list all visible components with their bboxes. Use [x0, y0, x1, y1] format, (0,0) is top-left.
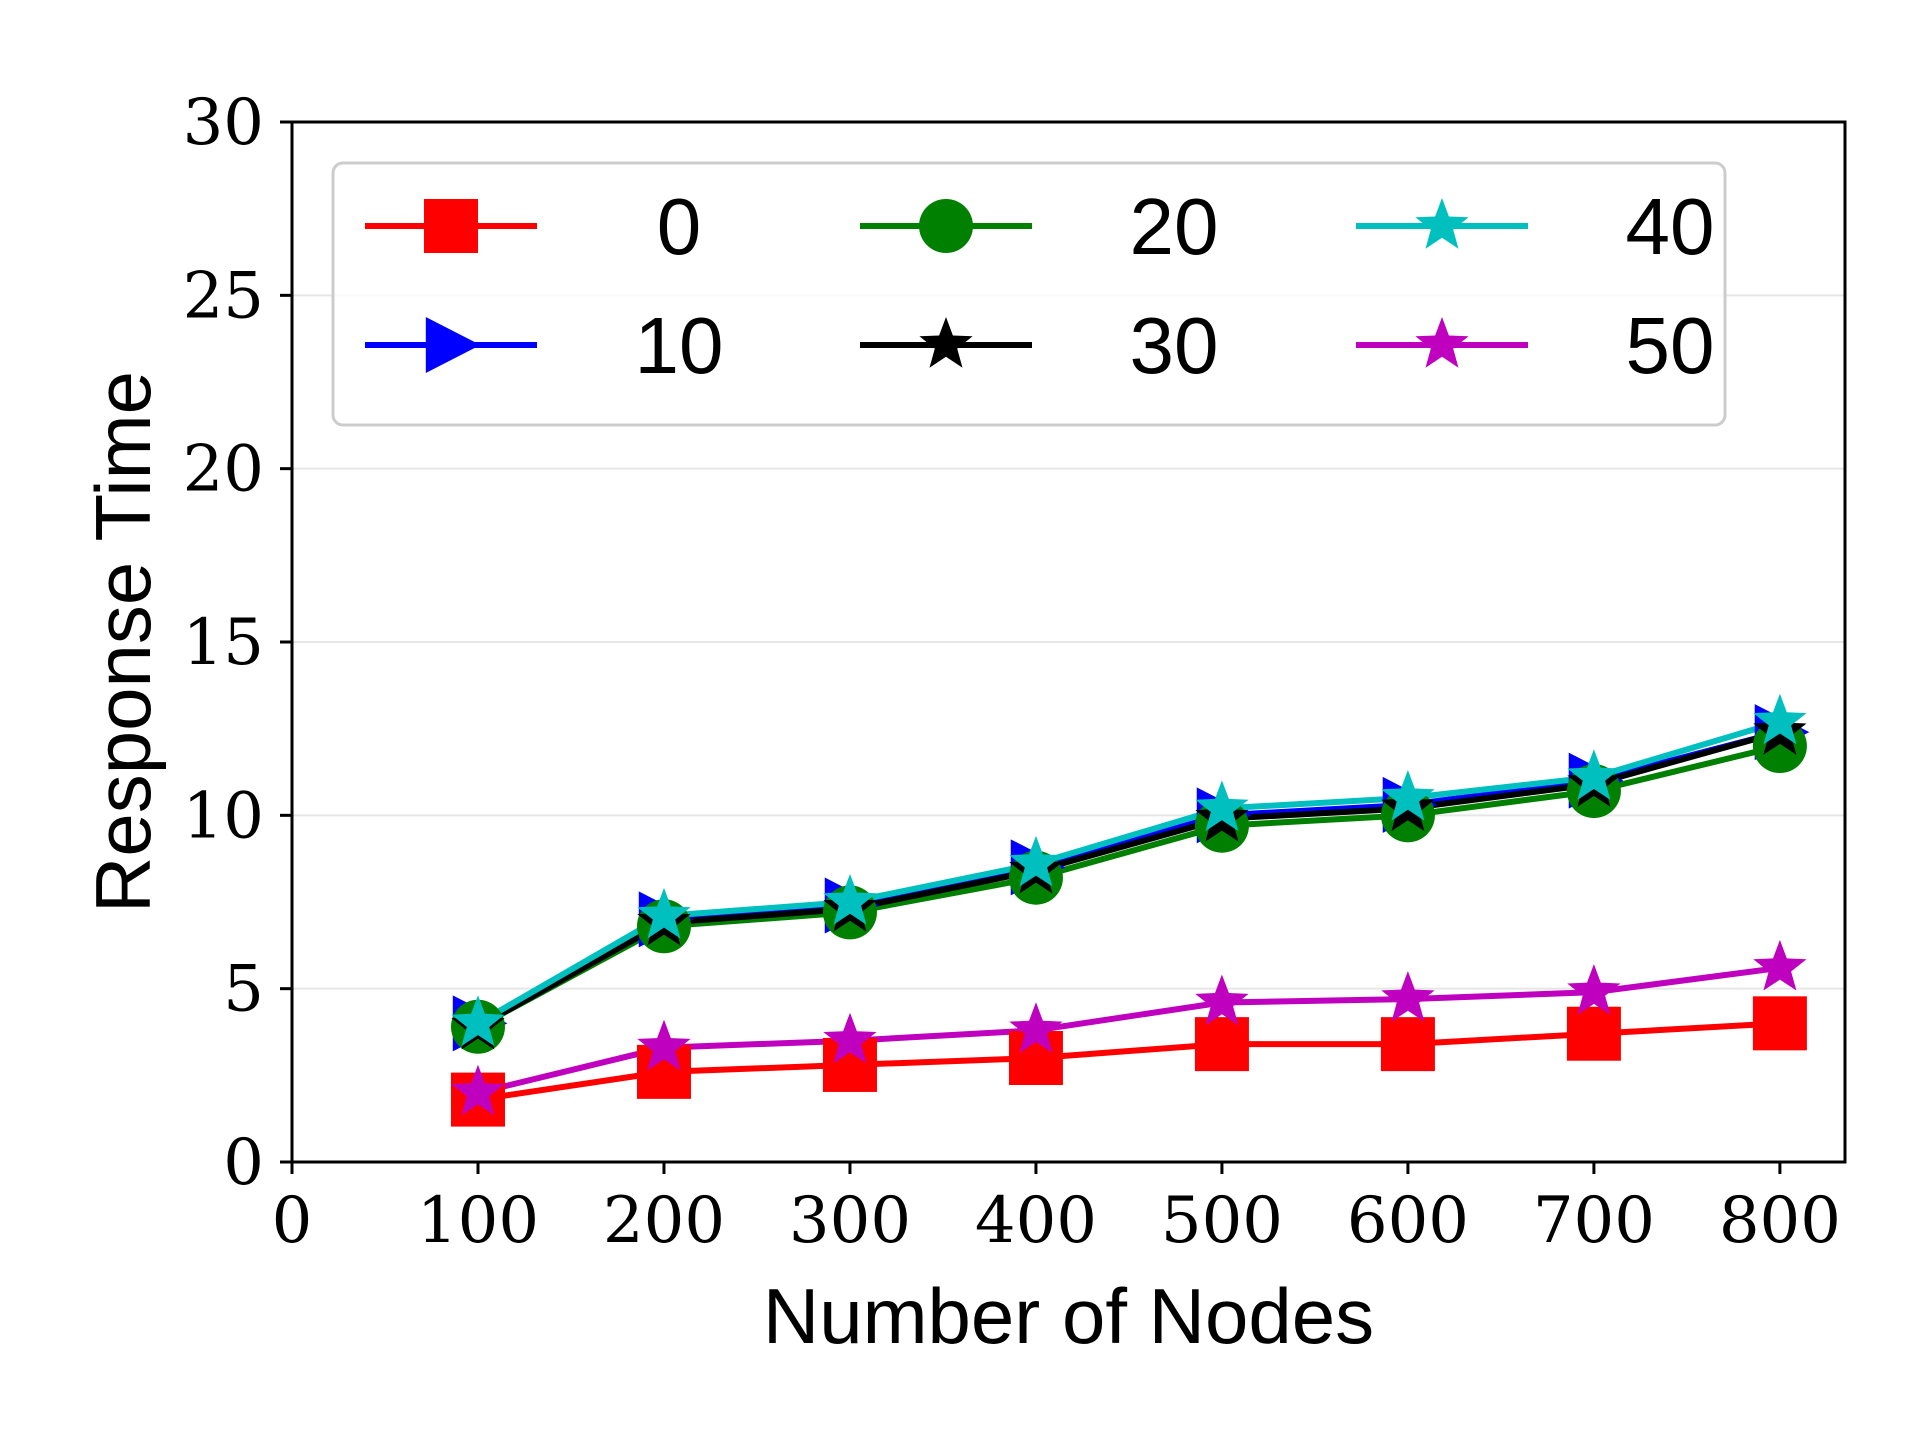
- x-tick-label: 600: [1347, 1184, 1469, 1258]
- series-line-0: [477, 1020, 1781, 1103]
- data-point-40: [1753, 693, 1807, 745]
- legend-label-0: 0: [657, 182, 702, 271]
- legend-marker-40: [1415, 198, 1469, 249]
- legend-label-20: 20: [1130, 182, 1219, 271]
- series-markers: [450, 693, 1810, 1127]
- x-tick-label: 800: [1719, 1184, 1841, 1258]
- data-point-50: [637, 1019, 691, 1071]
- y-tick-label: 0: [223, 1126, 264, 1200]
- data-point-0: [1194, 1017, 1249, 1072]
- data-point-40: [1195, 780, 1249, 832]
- legend-marker-20: [919, 199, 973, 253]
- data-point-50: [1381, 971, 1435, 1022]
- data-point-40: [1567, 749, 1621, 800]
- legend-marker-30: [919, 317, 973, 368]
- y-tick-label: 20: [183, 433, 264, 507]
- legend-box: [331, 161, 1727, 427]
- data-point-0: [1752, 996, 1807, 1051]
- data-point-0: [1566, 1006, 1621, 1061]
- x-tick-label: 400: [975, 1184, 1097, 1258]
- data-point-50: [1567, 964, 1621, 1015]
- data-point-50: [1009, 1002, 1063, 1053]
- legend-label-40: 40: [1626, 182, 1715, 271]
- legend-label-50: 50: [1626, 301, 1715, 390]
- data-point-50: [451, 1064, 505, 1116]
- data-point-50: [1195, 974, 1249, 1026]
- data-point-40: [1381, 770, 1435, 821]
- legend: 0 10 20 30 40 50: [331, 161, 1727, 427]
- series-line-40: [476, 718, 1781, 1026]
- y-tick-label: 25: [183, 259, 264, 333]
- x-tick-label: 300: [789, 1184, 911, 1258]
- legend-marker-50: [1415, 317, 1469, 368]
- x-tick-label: 500: [1161, 1184, 1283, 1258]
- legend-marker-10: [425, 317, 481, 373]
- y-tick-label: 5: [223, 953, 264, 1027]
- series-line-30: [476, 729, 1781, 1030]
- x-tick-label: 100: [417, 1184, 539, 1258]
- data-point-40: [451, 995, 505, 1046]
- series-line-50: [477, 964, 1781, 1096]
- series-line-10: [476, 729, 1781, 1026]
- series-line-20: [476, 743, 1781, 1030]
- legend-label-30: 30: [1130, 301, 1219, 390]
- x-axis-title: Number of Nodes: [763, 1272, 1374, 1360]
- y-axis-title: Response Time: [79, 371, 167, 913]
- data-point-40: [1009, 835, 1063, 887]
- data-point-40: [823, 874, 877, 925]
- x-tick-label: 700: [1533, 1184, 1655, 1258]
- data-point-0: [1380, 1017, 1435, 1072]
- legend-label-10: 10: [635, 301, 724, 390]
- y-tick-label: 15: [183, 606, 264, 680]
- x-tick-label: 200: [603, 1184, 725, 1258]
- series-lines: [476, 718, 1781, 1103]
- y-tick-label: 30: [183, 86, 264, 160]
- data-point-40: [637, 887, 691, 939]
- data-point-50: [823, 1012, 877, 1064]
- x-tick-label: 0: [272, 1184, 313, 1258]
- legend-marker-0: [424, 199, 478, 253]
- data-point-50: [1753, 939, 1807, 991]
- y-tick-label: 10: [183, 779, 264, 853]
